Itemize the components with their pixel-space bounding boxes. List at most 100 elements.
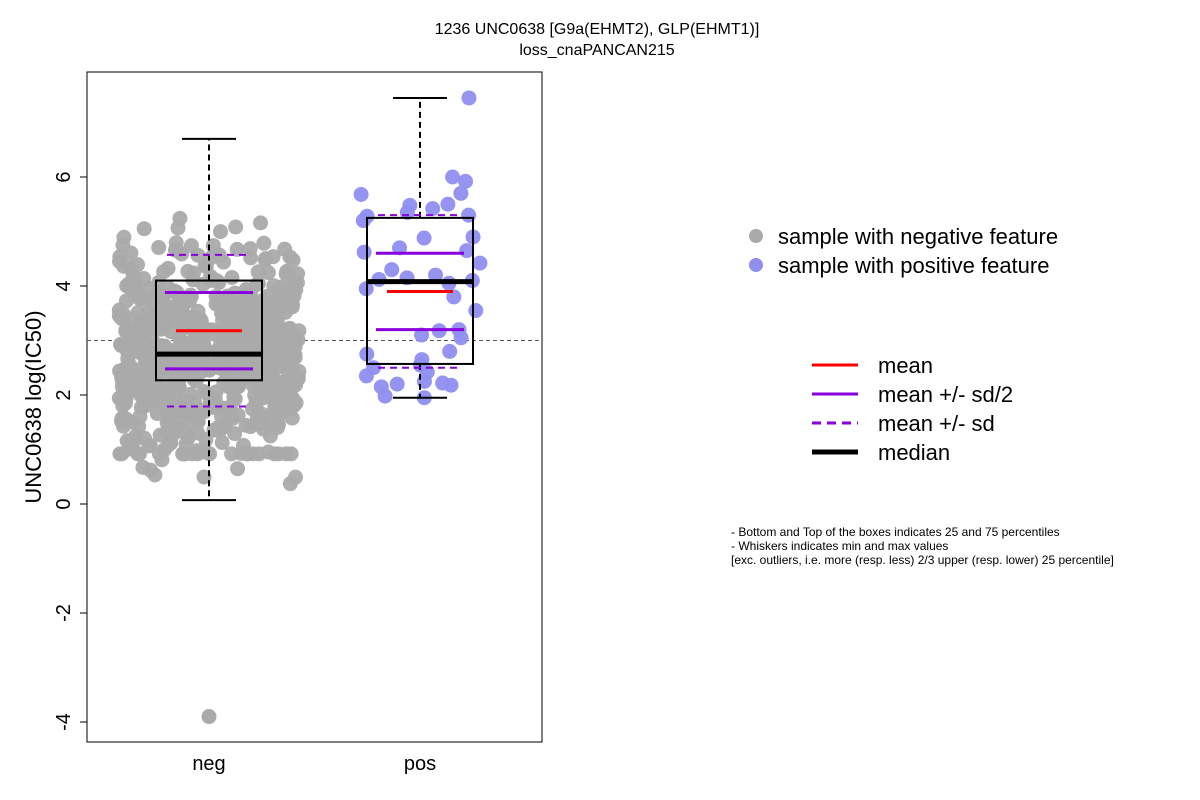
data-point-neg [196, 384, 212, 400]
note-line: - Whiskers indicates min and max values [731, 539, 948, 553]
data-point-neg [112, 309, 128, 325]
data-point-neg [203, 269, 219, 285]
data-point-neg [184, 446, 200, 462]
data-point-neg [219, 310, 235, 326]
data-point-neg [282, 476, 298, 492]
data-point-neg [271, 358, 287, 374]
data-point-neg [258, 251, 274, 267]
data-point-neg [136, 360, 152, 376]
data-point-pos [445, 169, 461, 185]
data-point-pos [453, 330, 469, 346]
data-point-neg [263, 348, 279, 364]
data-point-neg [256, 235, 272, 251]
data-point-neg [248, 393, 264, 409]
data-point-pos [453, 185, 469, 201]
data-point-neg [188, 353, 204, 369]
y-axis: neg pos -4 -2 0 2 4 6 [53, 171, 436, 775]
box-neg [155, 279, 263, 382]
data-point-neg [147, 378, 163, 394]
data-point-neg [283, 370, 299, 386]
data-point-neg [238, 417, 254, 433]
data-point-neg [123, 435, 139, 451]
data-point-pos [358, 368, 374, 384]
data-point-neg [129, 373, 145, 389]
legend-marker [749, 229, 763, 243]
legend-label: sample with negative feature [778, 224, 1058, 249]
data-point-neg [160, 437, 176, 453]
data-point-neg [287, 275, 303, 291]
data-point-neg [193, 403, 209, 419]
box-pos [366, 216, 474, 365]
data-point-pos [356, 244, 372, 260]
data-point-pos [399, 204, 415, 220]
y-axis-label: UNC0638 log(IC50) [21, 310, 46, 503]
data-point-neg [131, 290, 147, 306]
data-point-neg [243, 369, 259, 385]
data-point-neg [175, 334, 191, 350]
data-point-neg [270, 416, 286, 432]
data-point-neg [278, 344, 294, 360]
y-tick-label: -4 [53, 713, 75, 731]
data-point-neg [227, 328, 243, 344]
data-point-neg [290, 332, 306, 348]
y-tick-label: 0 [53, 498, 75, 509]
data-point-neg [118, 293, 134, 309]
legend: sample with negative feature sample with … [749, 224, 1058, 465]
data-point-pos [459, 243, 475, 259]
data-point-neg [260, 444, 276, 460]
legend-marker [749, 258, 763, 272]
data-point-pos [461, 90, 477, 106]
legend-label: sample with positive feature [778, 253, 1049, 278]
data-point-neg [208, 343, 224, 359]
data-point-neg [120, 322, 136, 338]
data-point-neg [229, 241, 245, 257]
legend-line-label: median [878, 440, 950, 465]
outlier-point-neg [201, 709, 217, 725]
data-point-pos [457, 173, 473, 189]
data-point-neg [278, 446, 294, 462]
legend-line-label: mean +/- sd [878, 411, 995, 436]
data-point-neg [114, 446, 130, 462]
data-point-neg [283, 290, 299, 306]
data-point-neg [282, 320, 298, 336]
data-point-pos [442, 343, 458, 359]
legend-line-label: mean +/- sd/2 [878, 382, 1013, 407]
data-point-neg [172, 210, 188, 226]
data-point-neg [154, 452, 170, 468]
data-point-neg [151, 240, 167, 256]
legend-line-label: mean [878, 353, 933, 378]
data-point-neg [250, 276, 266, 292]
data-point-pos [428, 267, 444, 283]
data-point-pos [440, 196, 456, 212]
data-point-neg [222, 400, 238, 416]
data-point-pos [414, 327, 430, 343]
data-point-neg [119, 343, 135, 359]
data-point-neg [114, 379, 130, 395]
note-line: - Bottom and Top of the boxes indicates … [731, 525, 1060, 539]
data-point-neg [156, 286, 172, 302]
data-point-neg [130, 257, 146, 273]
data-point-pos [468, 303, 484, 319]
data-point-pos [377, 388, 393, 404]
data-point-neg [267, 400, 283, 416]
data-point-neg [256, 421, 272, 437]
data-point-pos [443, 377, 459, 393]
data-point-neg [131, 344, 147, 360]
data-point-neg [224, 269, 240, 285]
data-point-neg [280, 264, 296, 280]
data-point-neg [183, 319, 199, 335]
data-point-neg [230, 461, 246, 477]
data-point-neg [171, 291, 187, 307]
data-point-neg [163, 382, 179, 398]
data-point-neg [130, 304, 146, 320]
data-point-pos [446, 289, 462, 305]
data-point-neg [228, 219, 244, 235]
points-layer [87, 90, 542, 725]
data-point-neg [235, 301, 251, 317]
data-point-neg [183, 287, 199, 303]
data-point-neg [250, 313, 266, 329]
y-tick-label: 4 [53, 280, 75, 291]
data-point-neg [142, 462, 158, 478]
data-point-neg [253, 215, 269, 231]
